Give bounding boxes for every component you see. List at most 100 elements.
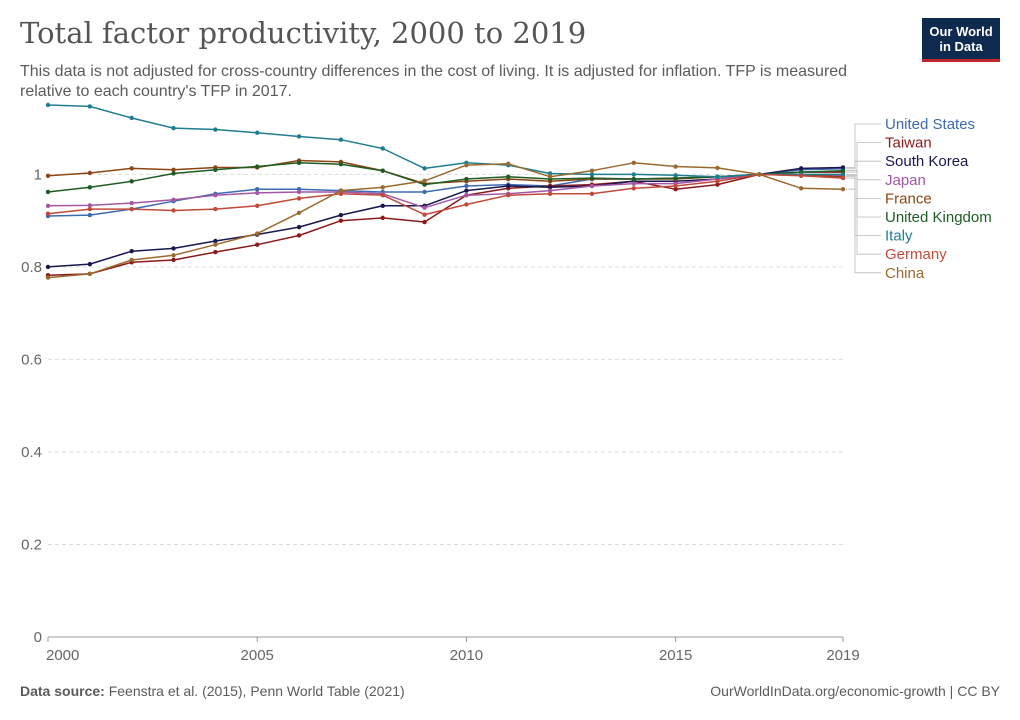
data-point xyxy=(464,193,469,198)
data-point xyxy=(87,170,93,176)
data-point xyxy=(631,186,636,191)
data-point xyxy=(631,160,636,166)
legend-connector xyxy=(846,188,881,274)
data-point xyxy=(840,168,846,173)
data-point xyxy=(45,203,51,209)
data-source-label: Data source: xyxy=(20,683,105,699)
data-point xyxy=(422,205,427,210)
data-point xyxy=(506,161,511,166)
data-point xyxy=(129,248,134,254)
data-point xyxy=(631,181,636,186)
series-line xyxy=(47,104,843,178)
x-tick-label: 2005 xyxy=(241,647,274,664)
legend-connector xyxy=(846,177,881,255)
data-point xyxy=(255,203,260,209)
legend-item: South Korea xyxy=(885,153,969,170)
data-point xyxy=(840,172,846,177)
x-tick-label: 2019 xyxy=(826,647,859,664)
y-tick-label: 1 xyxy=(34,166,42,183)
data-point xyxy=(338,188,344,193)
legend-connector xyxy=(846,173,881,237)
y-tick-label: 0.8 xyxy=(21,259,42,276)
data-point xyxy=(213,249,218,255)
data-point xyxy=(213,238,218,244)
data-point xyxy=(171,208,176,213)
data-point xyxy=(589,175,595,181)
legend-item: France xyxy=(885,190,932,207)
data-point xyxy=(45,102,51,108)
y-tick-label: 0.6 xyxy=(21,351,42,368)
y-tick-label: 0.4 xyxy=(21,444,42,461)
data-point xyxy=(171,167,176,172)
data-point xyxy=(380,168,385,173)
data-point xyxy=(464,183,469,189)
logo-line-2: in Data xyxy=(939,39,983,54)
legend-item: United States xyxy=(885,116,975,133)
data-point xyxy=(171,197,176,203)
data-point xyxy=(422,212,427,217)
legend-item: Italy xyxy=(885,228,913,245)
data-point xyxy=(129,206,134,212)
data-point xyxy=(840,175,846,181)
data-point xyxy=(338,162,344,167)
data-point xyxy=(45,173,51,178)
data-point xyxy=(422,189,427,195)
data-point xyxy=(213,193,218,198)
y-tick-label: 0 xyxy=(34,629,42,646)
owid-logo[interactable]: Our World in Data xyxy=(922,18,1000,62)
series-line xyxy=(47,162,844,193)
data-point xyxy=(296,160,302,166)
data-point xyxy=(129,115,134,121)
data-point xyxy=(296,210,302,215)
series-line xyxy=(47,173,843,209)
data-point xyxy=(45,211,51,216)
data-point xyxy=(840,186,846,192)
chart-title: Total factor productivity, 2000 to 2019 xyxy=(20,16,587,50)
data-point xyxy=(422,219,427,225)
data-point xyxy=(255,242,260,247)
data-point xyxy=(464,162,469,168)
legend-item: China xyxy=(885,265,925,282)
data-point xyxy=(129,200,134,206)
data-point xyxy=(380,185,385,190)
data-point xyxy=(589,168,595,173)
data-source: Data source: Feenstra et al. (2015), Pen… xyxy=(20,683,405,699)
data-point xyxy=(87,212,93,218)
data-point xyxy=(87,261,93,267)
data-point xyxy=(171,246,176,251)
data-point xyxy=(296,189,302,195)
series-lines xyxy=(47,104,844,279)
x-tick-label: 2015 xyxy=(659,647,692,664)
x-tick-label: 2010 xyxy=(450,647,483,664)
y-tick-label: 0.2 xyxy=(21,536,42,553)
data-point xyxy=(87,185,93,190)
data-point xyxy=(715,174,720,179)
data-point xyxy=(506,174,511,179)
data-point xyxy=(338,137,344,142)
legend-connector xyxy=(846,170,881,218)
legend-connector xyxy=(846,142,881,173)
axes: 0 0.2 0.4 0.6 0.8 1 2000 2005 2010 2015 2019 xyxy=(21,166,860,664)
data-point xyxy=(45,275,51,280)
data-point xyxy=(673,164,678,169)
data-point xyxy=(296,233,302,238)
data-point xyxy=(547,185,553,190)
data-point xyxy=(673,186,678,192)
data-point xyxy=(547,191,553,197)
series-line xyxy=(47,173,844,216)
footer-link[interactable]: OurWorldInData.org/economic-growth | CC … xyxy=(710,683,1000,699)
data-point xyxy=(338,218,344,223)
data-point xyxy=(255,231,260,236)
data-point xyxy=(213,167,218,172)
data-point xyxy=(798,173,804,178)
data-point xyxy=(589,183,595,189)
legend-item: Germany xyxy=(885,246,947,263)
data-point xyxy=(798,166,804,171)
data-point xyxy=(464,176,469,182)
data-point xyxy=(255,190,260,196)
data-point xyxy=(798,186,804,191)
data-point xyxy=(87,206,93,212)
data-point xyxy=(87,271,93,277)
series-line xyxy=(47,162,844,279)
data-point xyxy=(380,215,385,221)
